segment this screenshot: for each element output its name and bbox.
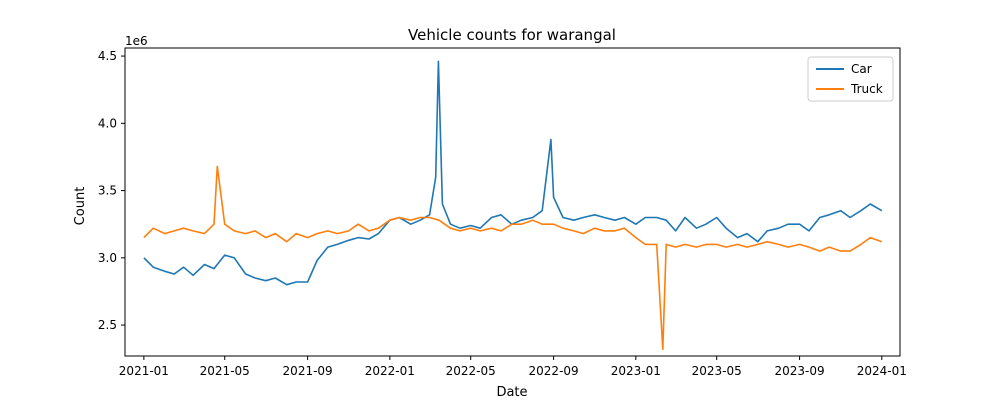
y-tick-label: 4.5 xyxy=(98,49,117,63)
x-tick-label: 2021-09 xyxy=(283,364,333,378)
x-tick-label: 2022-09 xyxy=(529,364,579,378)
x-tick-label: 2023-05 xyxy=(692,364,742,378)
x-tick-label: 2023-09 xyxy=(775,364,825,378)
plot-area xyxy=(143,60,883,351)
axes: 2021-01 2021-05 2021-09 2022-01 2022-05 2022-… xyxy=(98,47,907,378)
y-tick-label: 2.5 xyxy=(98,318,117,332)
x-tick-label: 2021-05 xyxy=(200,364,250,378)
legend-label-car: Car xyxy=(851,62,872,76)
y-tick-label: 4.0 xyxy=(98,116,117,130)
x-tick-label: 2022-01 xyxy=(365,364,415,378)
x-axis-label: Date xyxy=(496,385,527,400)
x-tick-label: 2022-05 xyxy=(446,364,496,378)
y-axis-label: Count xyxy=(73,187,88,226)
legend: Car Truck xyxy=(807,56,894,102)
x-tick-label: 2023-01 xyxy=(611,364,661,378)
y-tick-label: 3.0 xyxy=(98,251,117,265)
x-tick-label: 2021-01 xyxy=(119,364,169,378)
series-line-truck xyxy=(143,165,883,351)
series-line-car xyxy=(143,60,883,286)
chart-title: Vehicle counts for warangal xyxy=(408,26,616,44)
x-tick-label: 2024-01 xyxy=(857,364,907,378)
y-offset-label: 1e6 xyxy=(125,34,148,48)
legend-label-truck: Truck xyxy=(850,82,883,96)
y-tick-label: 3.5 xyxy=(98,184,117,198)
plot-frame xyxy=(124,47,901,357)
